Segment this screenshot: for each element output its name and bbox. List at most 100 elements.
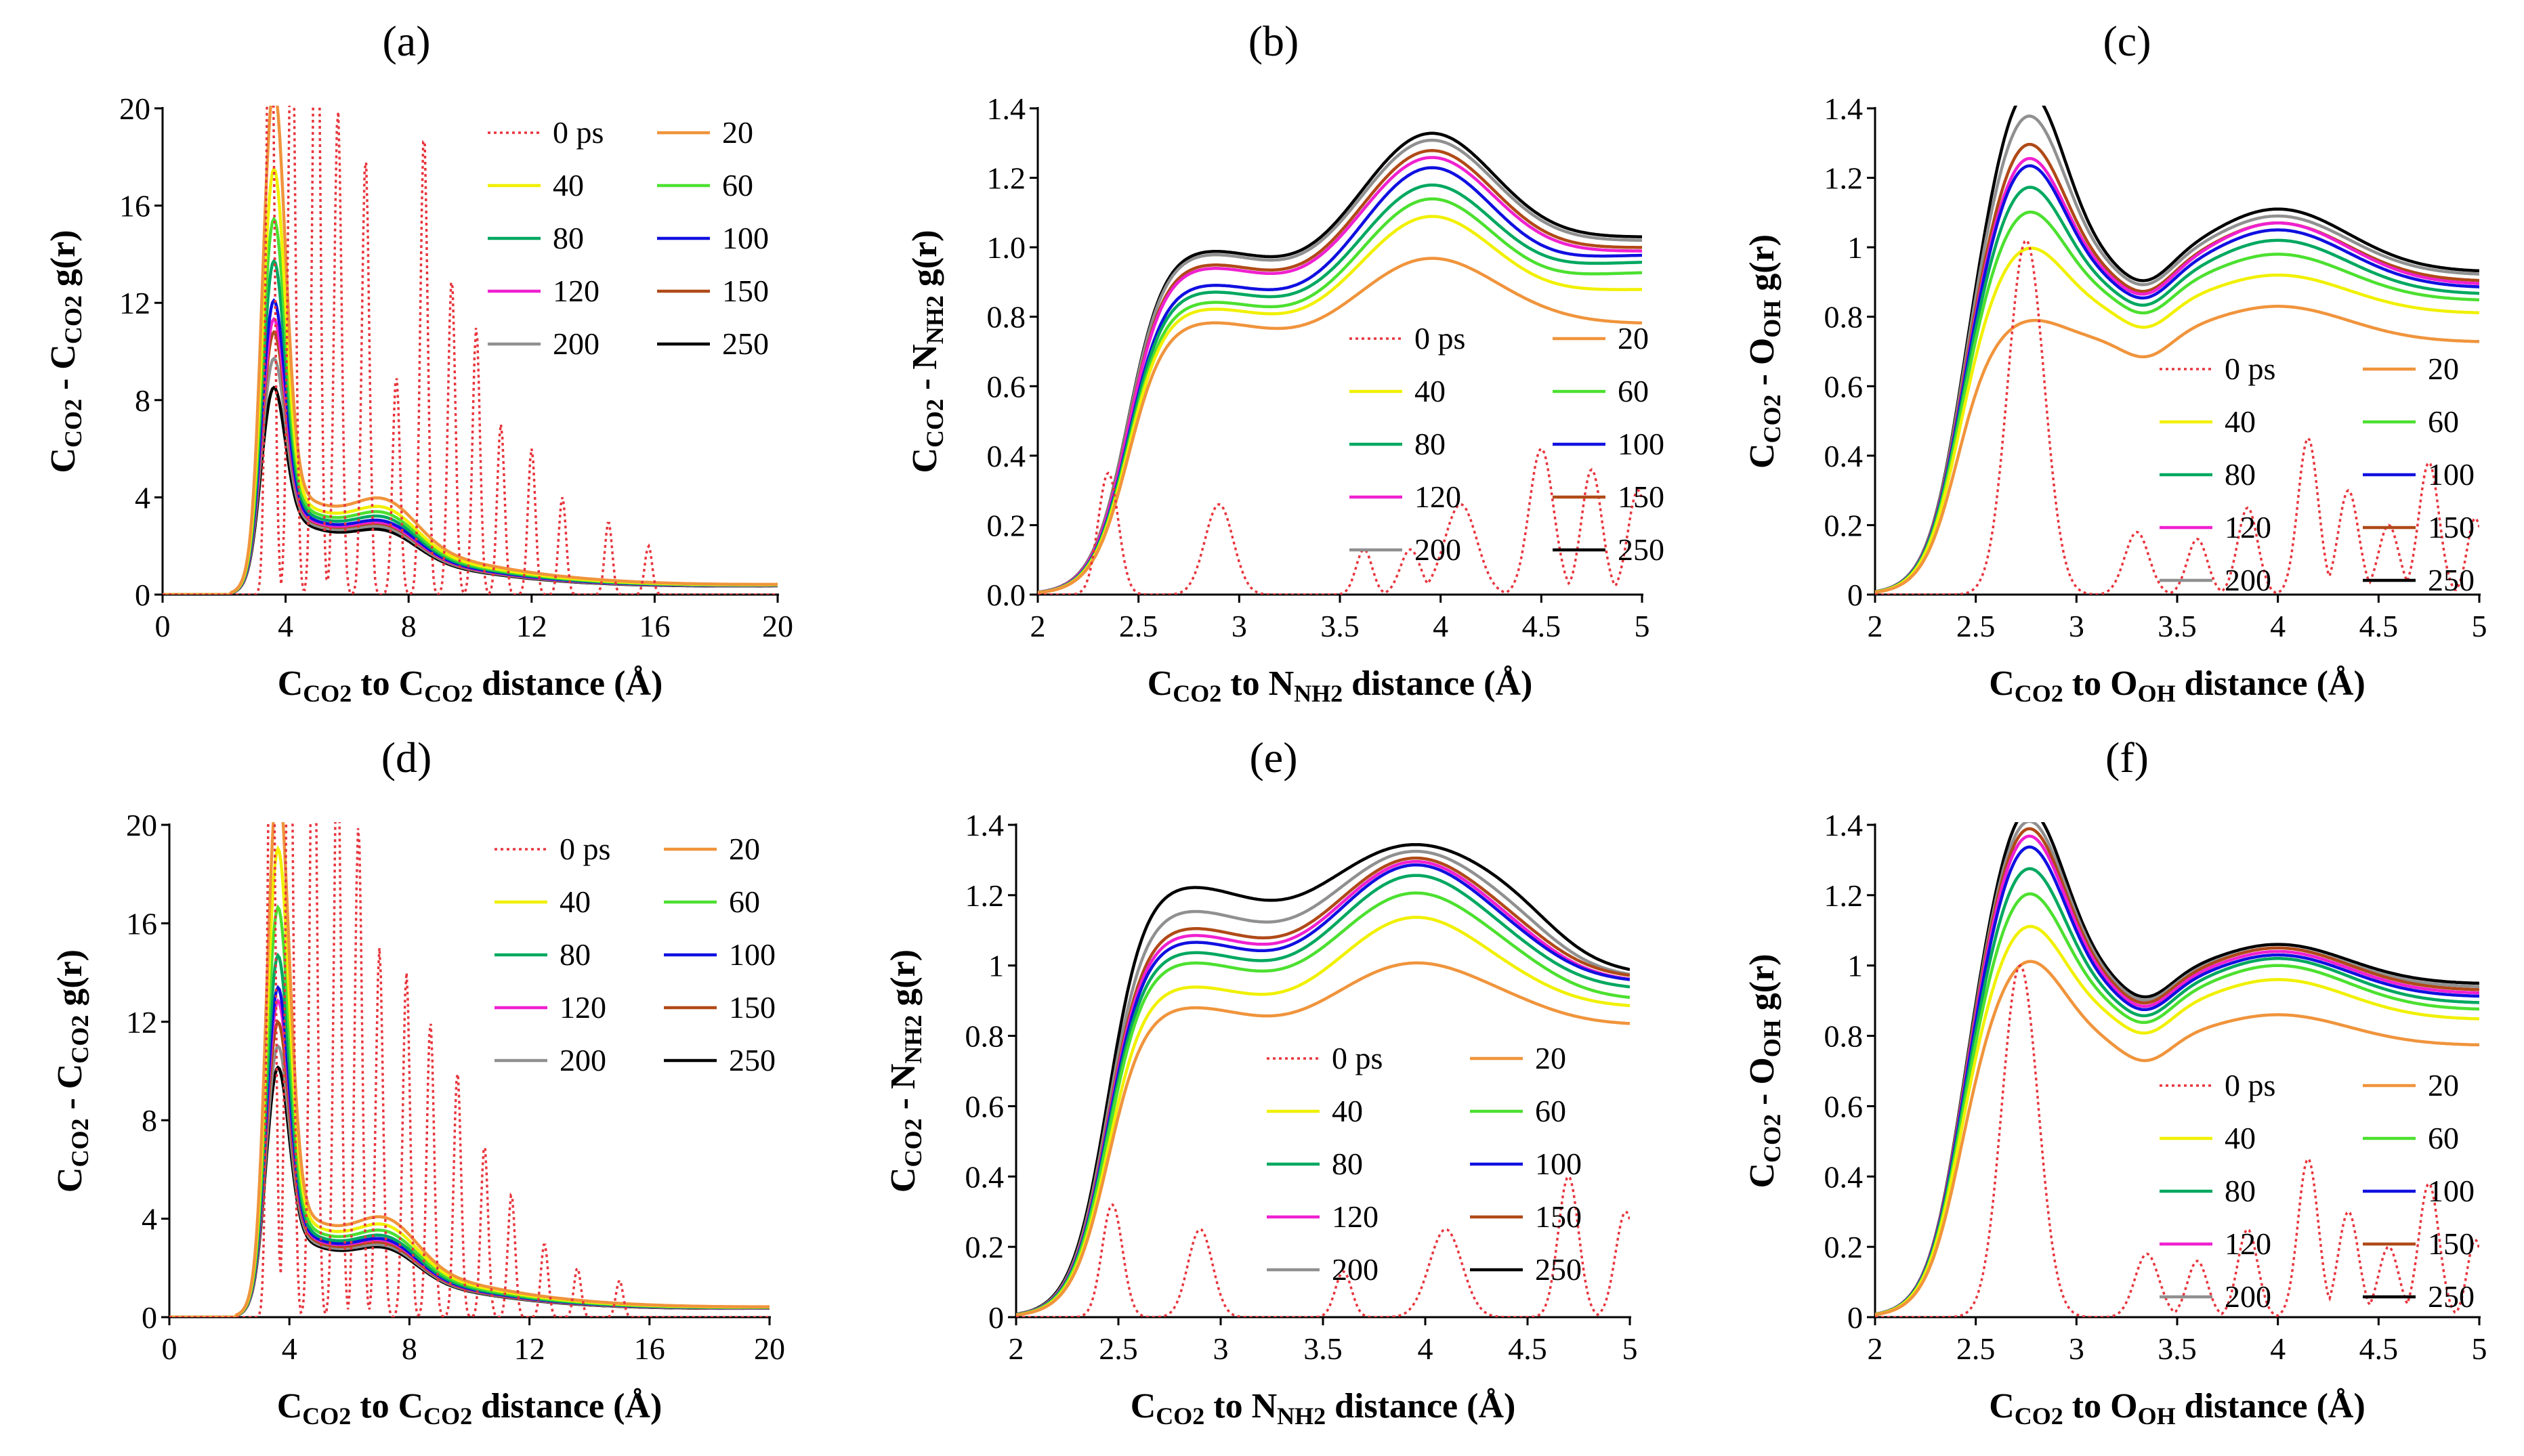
x-tick-label: 2.5 [1119, 609, 1158, 643]
panel-c: (c) 0 0.2 0.4 0.6 0.8 1 1.2 1.4 2 2.5 3 3.5 4 4.5 5 CCO2… [1743, 17, 2487, 707]
y-tick-label: 0.8 [987, 300, 1026, 335]
panel-b: (b) 0.0 0.2 0.4 0.6 0.8 1.0 1.2 1.4 2 2.5 3 3.5 4 4.5 5… [906, 17, 1664, 707]
x-tick-label: 4 [2270, 1331, 2286, 1366]
x-tick-label: 2 [1030, 609, 1046, 643]
legend-label: 20 [1535, 1041, 1566, 1075]
legend-label: 150 [1535, 1199, 1582, 1234]
y-tick-label: 0.8 [1824, 300, 1864, 335]
x-tick-label: 0 [155, 609, 171, 643]
legend-label: 60 [722, 168, 753, 202]
series-group [163, 106, 778, 595]
legend-label: 250 [1535, 1252, 1582, 1287]
series-line-40 [1038, 215, 1642, 595]
series-group [169, 822, 770, 1317]
legend-label: 100 [1618, 427, 1664, 461]
y-tick-label: 1.2 [965, 878, 1005, 913]
series-line-40 [1875, 924, 2479, 1316]
x-tick-label: 3.5 [2158, 609, 2197, 643]
legend-label: 20 [1618, 321, 1649, 356]
x-tick-label: 16 [639, 609, 670, 643]
x-tick-label: 4 [278, 609, 293, 643]
series-line-0-ps [1875, 238, 2479, 595]
y-tick-label: 0.4 [965, 1159, 1005, 1194]
panel-f: (f) 0 0.2 0.4 0.6 0.8 1 1.2 1.4 2 2.5 3 3.5 4 4.5 5 CCO2… [1743, 733, 2487, 1430]
series-line-20 [1875, 960, 2479, 1316]
series-line-200 [1016, 849, 1630, 1316]
y-axis-title: CCO2 - NNH2 g(r) [906, 230, 948, 473]
x-tick-label: 5 [2472, 1331, 2487, 1366]
legend-label: 60 [1618, 374, 1649, 408]
series-line-40 [1016, 916, 1630, 1316]
series-line-0-ps [163, 106, 778, 595]
series-line-80 [163, 258, 778, 595]
y-tick-label: 0 [1847, 1300, 1863, 1335]
legend-label: 200 [1414, 532, 1461, 567]
y-tick-label: 0.6 [1824, 1089, 1864, 1123]
x-tick-label: 8 [401, 609, 417, 643]
series-line-60 [1875, 210, 2479, 594]
y-tick-label: 8 [142, 1103, 157, 1138]
series-line-20 [1038, 257, 1642, 595]
legend-label: 0 ps [2225, 1068, 2275, 1102]
x-tick-label: 3 [1213, 1331, 1229, 1366]
legend-label: 120 [2225, 1226, 2271, 1261]
series-line-60 [1016, 891, 1630, 1316]
y-tick-label: 0.6 [965, 1089, 1005, 1123]
y-tick-label: 16 [119, 189, 150, 223]
legend-label: 200 [553, 326, 600, 361]
legend-label: 250 [729, 1043, 776, 1077]
x-tick-label: 4 [1433, 609, 1448, 643]
legend-label: 20 [2428, 351, 2459, 386]
legend-label: 40 [1332, 1094, 1363, 1128]
x-tick-label: 2 [1868, 1331, 1883, 1366]
legend-label: 250 [2428, 563, 2475, 597]
x-tick-label: 12 [516, 609, 547, 643]
y-tick-label: 1.0 [987, 230, 1026, 265]
y-axis-title: CCO2 - OOH g(r) [1743, 234, 1786, 469]
y-tick-label: 0.4 [987, 439, 1026, 473]
x-tick-label: 3 [2069, 1331, 2084, 1366]
y-tick-label: 4 [135, 480, 150, 515]
legend-label: 60 [729, 884, 760, 919]
series-line-200 [1875, 114, 2479, 594]
x-tick-label: 3.5 [2158, 1331, 2197, 1366]
y-tick-label: 12 [119, 286, 150, 320]
series-line-40 [1875, 247, 2479, 594]
x-axis-title: CCO2 to OOH distance (Å) [1989, 664, 2365, 707]
legend-label: 200 [560, 1043, 606, 1077]
x-tick-label: 0 [162, 1331, 177, 1366]
legend-label: 250 [2428, 1279, 2475, 1314]
y-tick-label: 1 [1847, 230, 1863, 265]
series-line-20 [169, 822, 770, 1317]
y-tick-label: 0 [142, 1300, 157, 1335]
legend-label: 80 [2225, 1174, 2256, 1208]
panel-e: (e) 0 0.2 0.4 0.6 0.8 1 1.2 1.4 2 2.5 3 3.5 4 4.5 5 CCO2… [884, 733, 1638, 1430]
x-tick-label: 20 [754, 1331, 785, 1366]
y-tick-label: 1.4 [987, 91, 1026, 126]
legend-label: 120 [553, 274, 600, 308]
y-tick-label: 1.2 [1824, 878, 1864, 913]
y-axis-title: CCO2 - CCO2 g(r) [44, 230, 87, 473]
series-line-250 [1038, 131, 1642, 594]
legend-label: 40 [553, 168, 584, 202]
y-tick-label: 20 [126, 808, 157, 842]
y-tick-label: 0.2 [1824, 508, 1864, 542]
y-tick-label: 0 [135, 578, 150, 612]
legend-label: 20 [2428, 1068, 2459, 1102]
y-tick-label: 1.4 [965, 808, 1005, 842]
legend-label: 100 [722, 221, 769, 255]
x-tick-label: 2 [1009, 1331, 1024, 1366]
y-tick-label: 0.4 [1824, 439, 1864, 473]
y-tick-label: 0.2 [1824, 1230, 1864, 1264]
series-line-80 [169, 952, 770, 1317]
series-line-80 [1875, 867, 2479, 1316]
legend-label: 100 [729, 937, 776, 972]
legend-label: 100 [1535, 1147, 1582, 1181]
y-tick-label: 0.4 [1824, 1159, 1864, 1194]
x-tick-label: 4 [282, 1331, 297, 1366]
y-tick-label: 0.2 [987, 508, 1026, 542]
series-line-0-ps [1038, 447, 1642, 595]
series-line-250 [1875, 106, 2479, 593]
